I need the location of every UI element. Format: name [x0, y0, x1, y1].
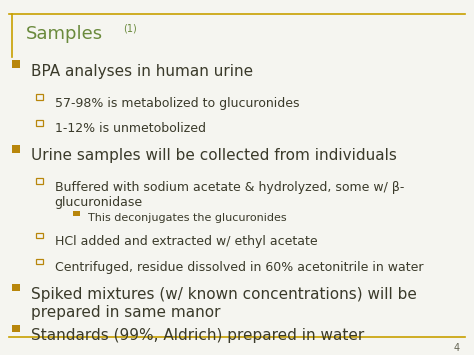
Text: 4: 4	[454, 343, 460, 353]
Bar	[36, 120, 43, 126]
Text: BPA analyses in human urine: BPA analyses in human urine	[31, 64, 253, 79]
Text: 1-12% is unmetobolized: 1-12% is unmetobolized	[55, 122, 206, 136]
Bar	[12, 324, 20, 332]
Bar	[36, 259, 43, 264]
Text: HCl added and extracted w/ ethyl acetate: HCl added and extracted w/ ethyl acetate	[55, 235, 317, 248]
Text: Spiked mixtures (w/ known concentrations) will be
prepared in same manor: Spiked mixtures (w/ known concentrations…	[31, 287, 417, 320]
Text: (1): (1)	[123, 24, 137, 34]
Bar	[36, 233, 43, 239]
Text: Samples: Samples	[26, 25, 103, 43]
Text: Standards (99%, Aldrich) prepared in water: Standards (99%, Aldrich) prepared in wat…	[31, 328, 364, 343]
Bar	[12, 284, 20, 291]
Text: Centrifuged, residue dissolved in 60% acetonitrile in water: Centrifuged, residue dissolved in 60% ac…	[55, 261, 423, 274]
Text: 57-98% is metabolized to glucuronides: 57-98% is metabolized to glucuronides	[55, 97, 299, 110]
Text: Urine samples will be collected from individuals: Urine samples will be collected from ind…	[31, 148, 397, 163]
Bar	[73, 211, 80, 215]
Text: This deconjugates the glucuronides: This deconjugates the glucuronides	[88, 213, 286, 223]
Bar	[12, 60, 20, 68]
Bar	[12, 145, 20, 153]
Bar	[36, 179, 43, 184]
Text: Buffered with sodium acetate & hydrolyzed, some w/ β-
glucuronidase: Buffered with sodium acetate & hydrolyze…	[55, 181, 404, 209]
Bar	[36, 94, 43, 100]
